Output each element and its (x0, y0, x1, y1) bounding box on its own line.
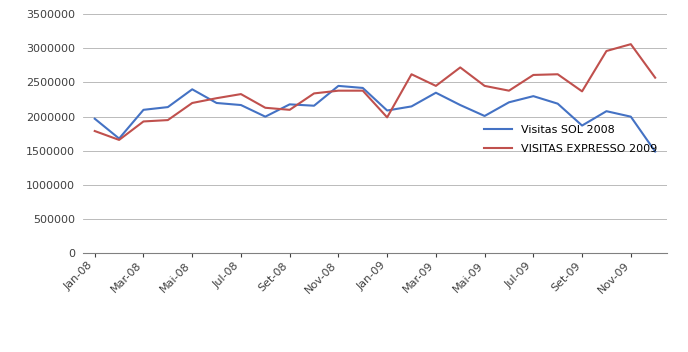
VISITAS EXPRESSO 2009 (383, 115, 391, 119)
Visitas SOL 2008 (578, 124, 586, 128)
VISITAS EXPRESSO 2009 (115, 138, 123, 142)
VISITAS EXPRESSO 2009 (334, 89, 343, 93)
VISITAS EXPRESSO 2009 (505, 89, 513, 93)
VISITAS EXPRESSO 2009 (261, 106, 270, 110)
Visitas SOL 2008 (456, 103, 464, 107)
Visitas SOL 2008 (188, 87, 196, 92)
VISITAS EXPRESSO 2009 (651, 76, 659, 80)
Visitas SOL 2008 (91, 117, 99, 121)
VISITAS EXPRESSO 2009 (91, 129, 99, 133)
VISITAS EXPRESSO 2009 (213, 96, 221, 100)
Visitas SOL 2008 (261, 114, 270, 119)
VISITAS EXPRESSO 2009 (456, 65, 464, 70)
VISITAS EXPRESSO 2009 (286, 108, 294, 112)
Visitas SOL 2008 (651, 150, 659, 154)
VISITAS EXPRESSO 2009 (310, 91, 318, 95)
Visitas SOL 2008 (529, 94, 537, 98)
Visitas SOL 2008 (554, 102, 562, 106)
Legend: Visitas SOL 2008, VISITAS EXPRESSO 2009: Visitas SOL 2008, VISITAS EXPRESSO 2009 (480, 120, 662, 158)
VISITAS EXPRESSO 2009 (164, 118, 172, 122)
VISITAS EXPRESSO 2009 (407, 72, 416, 76)
Visitas SOL 2008 (310, 103, 318, 108)
VISITAS EXPRESSO 2009 (432, 84, 440, 88)
VISITAS EXPRESSO 2009 (237, 92, 245, 96)
Line: Visitas SOL 2008: Visitas SOL 2008 (95, 86, 655, 152)
VISITAS EXPRESSO 2009 (578, 89, 586, 94)
VISITAS EXPRESSO 2009 (140, 119, 148, 124)
VISITAS EXPRESSO 2009 (627, 42, 635, 46)
VISITAS EXPRESSO 2009 (529, 73, 537, 77)
Visitas SOL 2008 (383, 108, 391, 113)
Line: VISITAS EXPRESSO 2009: VISITAS EXPRESSO 2009 (95, 44, 655, 140)
Visitas SOL 2008 (627, 114, 635, 119)
VISITAS EXPRESSO 2009 (602, 49, 610, 53)
Visitas SOL 2008 (480, 114, 488, 118)
Visitas SOL 2008 (115, 137, 123, 141)
Visitas SOL 2008 (505, 100, 513, 105)
VISITAS EXPRESSO 2009 (358, 89, 367, 93)
Visitas SOL 2008 (213, 101, 221, 105)
Visitas SOL 2008 (358, 86, 367, 90)
Visitas SOL 2008 (432, 90, 440, 95)
Visitas SOL 2008 (140, 108, 148, 112)
Visitas SOL 2008 (407, 104, 416, 108)
VISITAS EXPRESSO 2009 (188, 101, 196, 105)
Visitas SOL 2008 (164, 105, 172, 109)
VISITAS EXPRESSO 2009 (480, 84, 488, 88)
Visitas SOL 2008 (334, 84, 343, 88)
Visitas SOL 2008 (237, 103, 245, 107)
VISITAS EXPRESSO 2009 (554, 72, 562, 76)
Visitas SOL 2008 (286, 102, 294, 106)
Visitas SOL 2008 (602, 109, 610, 113)
